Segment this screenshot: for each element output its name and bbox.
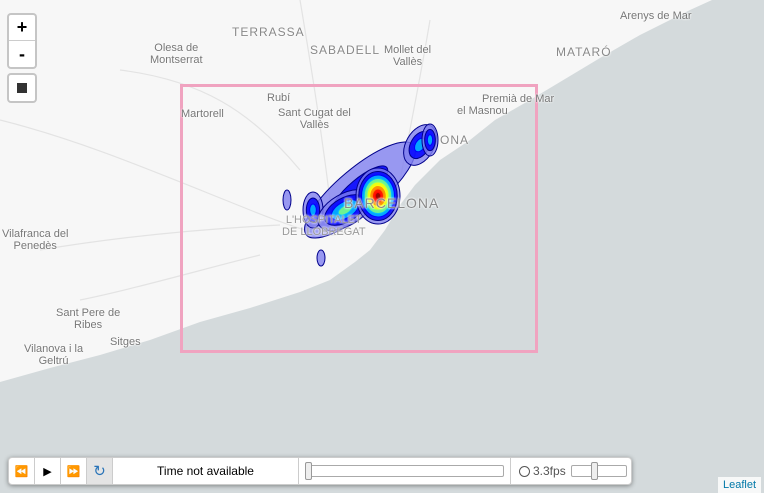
label-vilanova: Vilanova i la Geltrú [24,343,84,367]
time-display: Time not available [113,458,299,484]
label-hospitalet: L'HOSPITALET DE LLOBREGAT [282,214,366,238]
draw-rectangle-button[interactable] [7,73,37,103]
speedometer-icon [519,465,530,477]
bounds-rectangle [180,84,538,353]
time-slider[interactable] [299,458,511,484]
speed-label: 3.3fps [533,464,566,478]
zoom-control: + - [7,13,37,69]
speed-slider-handle[interactable] [590,462,598,480]
label-badalona: ONA [440,133,470,147]
loop-button[interactable]: ↻ [87,458,113,484]
label-terrassa: TERRASSA [232,25,305,39]
label-vilafranca: Vilafranca del Penedès [2,228,69,252]
label-martorell: Martorell [181,108,224,120]
heatmap-contour [337,204,353,216]
heatmap [282,123,439,267]
label-sabadell: SABADELL [310,43,381,57]
heatmap-contour [426,134,434,146]
label-sitges: Sitges [110,336,141,348]
label-olesa: Olesa de Montserrat [150,42,203,66]
heatmap-contour [316,249,326,267]
speed-slider[interactable] [570,462,627,480]
label-masnou: el Masnou [457,105,508,117]
time-slider-handle[interactable] [305,462,312,480]
label-arenys: Arenys de Mar [620,10,692,22]
backward-button[interactable]: ⏪ [9,458,35,484]
timedimension-control: ⏪ ▶ ⏩ ↻ Time not available 3.3fps [8,457,632,485]
label-mollet: Mollet del Vallès [384,44,432,68]
heatmap-contour [309,203,317,217]
attribution-link[interactable]: Leaflet [717,477,761,493]
label-rubi: Rubí [267,92,291,104]
zoom-in-button[interactable]: + [9,15,35,41]
square-icon [17,83,27,93]
heatmap-contour [374,192,382,200]
zoom-out-button[interactable]: - [19,43,25,64]
label-barcelona: BARCELONA [344,195,440,211]
heatmap-contour [282,189,292,211]
label-premia: Premià de Mar [482,93,555,105]
speed-control: 3.3fps [511,458,631,484]
play-button[interactable]: ▶ [35,458,61,484]
label-santcugat: Sant Cugat del Vallès [278,107,351,131]
forward-button[interactable]: ⏩ [61,458,87,484]
label-santpere: Sant Pere de Ribes [56,307,121,331]
label-mataro-text: MATARÓ [556,45,612,59]
